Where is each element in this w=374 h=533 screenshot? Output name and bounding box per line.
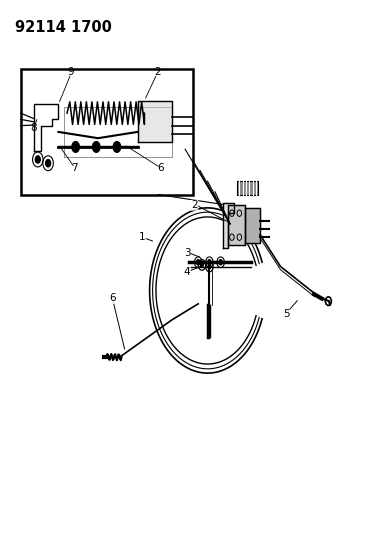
- Text: 5: 5: [283, 310, 289, 319]
- Text: 4: 4: [184, 267, 190, 277]
- Circle shape: [208, 264, 211, 269]
- Text: 6: 6: [109, 294, 116, 303]
- Circle shape: [113, 142, 121, 152]
- Polygon shape: [245, 208, 260, 243]
- Text: 9: 9: [68, 67, 74, 77]
- Circle shape: [196, 260, 200, 265]
- Text: 3: 3: [184, 248, 190, 258]
- Circle shape: [92, 142, 100, 152]
- Text: 8: 8: [30, 123, 37, 133]
- Circle shape: [72, 142, 79, 152]
- Polygon shape: [138, 101, 172, 142]
- Text: 1: 1: [139, 232, 145, 242]
- Bar: [21, 69, 193, 195]
- Text: 92114 1700: 92114 1700: [15, 20, 112, 35]
- Circle shape: [46, 159, 51, 167]
- Circle shape: [219, 260, 223, 265]
- Polygon shape: [228, 205, 245, 245]
- Text: 2: 2: [154, 67, 160, 77]
- Text: 2: 2: [191, 200, 198, 210]
- Bar: [237, 181, 258, 195]
- Text: 7: 7: [71, 163, 78, 173]
- Text: 6: 6: [157, 163, 164, 173]
- Polygon shape: [223, 203, 234, 248]
- Circle shape: [35, 156, 40, 163]
- Circle shape: [200, 263, 203, 267]
- Circle shape: [208, 260, 211, 265]
